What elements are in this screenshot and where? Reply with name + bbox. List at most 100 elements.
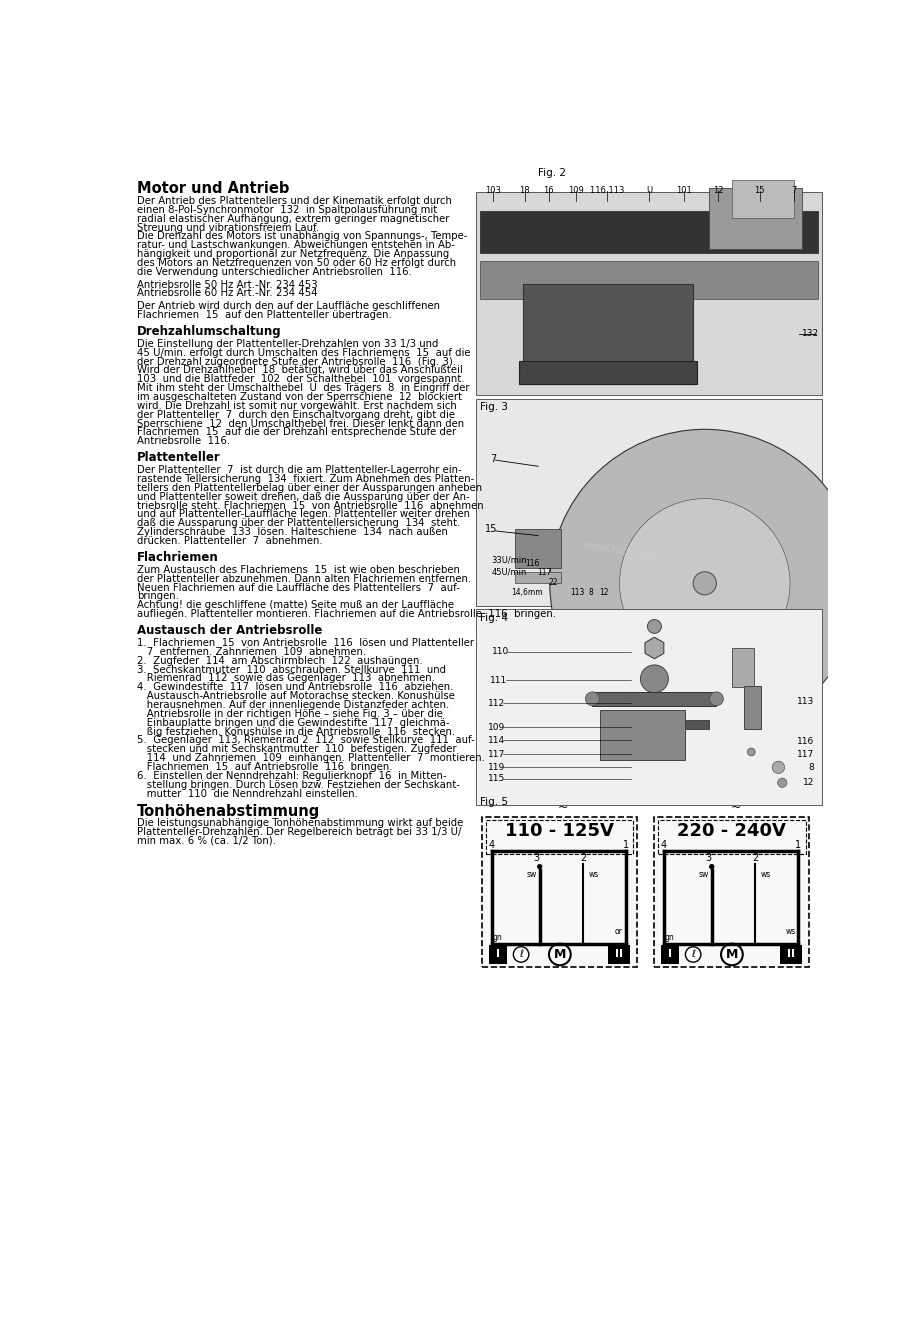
Text: 116: 116 (796, 737, 813, 747)
Text: der Plattenteller abzunehmen. Dann alten Flachriemen entfernen.: der Plattenteller abzunehmen. Dann alten… (137, 574, 471, 584)
Text: ws: ws (760, 869, 770, 878)
Text: Fig. 4: Fig. 4 (480, 613, 507, 624)
Circle shape (685, 947, 700, 962)
Text: stecken und mit Sechskantmutter  110  befestigen. Zugfeder: stecken und mit Sechskantmutter 110 befe… (137, 744, 456, 754)
Text: Antriebsrolle 60 Hz Art.-Nr. 234 454: Antriebsrolle 60 Hz Art.-Nr. 234 454 (137, 289, 317, 298)
Text: rastende Tellersicherung  134  fixiert. Zum Abnehmen des Platten-: rastende Tellersicherung 134 fixiert. Zu… (137, 474, 473, 484)
Bar (476, 193, 821, 396)
Text: min max. 6 % (ca. 1/2 Ton).: min max. 6 % (ca. 1/2 Ton). (137, 836, 276, 845)
Circle shape (709, 864, 713, 869)
Text: 110: 110 (491, 648, 508, 657)
Text: Austausch der Antriebsrolle: Austausch der Antriebsrolle (137, 624, 322, 637)
Text: 119: 119 (487, 762, 505, 772)
Text: www.radiorans.de: www.radiorans.de (581, 539, 681, 566)
Text: 3.  Sechskantmutter  110  abschrauben. Stellkurve  111  und: 3. Sechskantmutter 110 abschrauben. Stel… (137, 665, 445, 674)
Bar (743, 686, 760, 729)
Bar (482, 818, 637, 967)
Text: 12: 12 (598, 588, 608, 598)
Text: ßig festziehen. Konushülse in die Antriebsrolle  116  stecken.: ßig festziehen. Konushülse in die Antrie… (137, 727, 454, 736)
Text: ws: ws (785, 927, 795, 936)
Bar (779, 946, 800, 964)
Text: 3: 3 (705, 853, 711, 863)
Text: II: II (786, 950, 794, 959)
Text: 7: 7 (790, 186, 796, 195)
Text: 5.  Gegenlager  113, Riemenrad 2  112  sowie Stellkurve  111  auf-: 5. Gegenlager 113, Riemenrad 2 112 sowie… (137, 736, 474, 745)
Text: 1: 1 (794, 840, 800, 851)
Text: Tonhöhenabstimmung: Tonhöhenabstimmung (137, 803, 320, 819)
Text: 3: 3 (533, 853, 539, 863)
Text: tellers den Plattentellerbelag über einer der Aussparungen anheben: tellers den Plattentellerbelag über eine… (137, 483, 482, 493)
Text: hängigkeit und proportional zur Netzfrequenz. Die Anpassung: hängigkeit und proportional zur Netzfreq… (137, 249, 448, 259)
Bar (599, 720, 708, 729)
Bar (658, 819, 805, 855)
Text: Fig. 2: Fig. 2 (538, 169, 565, 178)
Text: des Motors an Netzfrequenzen von 50 oder 60 Hz erfolgt durch: des Motors an Netzfrequenzen von 50 oder… (137, 259, 455, 268)
Text: bringen.: bringen. (137, 591, 178, 601)
Text: Neuen Flachriemen auf die Lauffläche des Plattentellers  7  auf-: Neuen Flachriemen auf die Lauffläche des… (137, 583, 459, 592)
Text: herausnehmen. Auf der innenliegende Distanzfeder achten.: herausnehmen. Auf der innenliegende Dist… (137, 700, 448, 710)
Text: 220 - 240V: 220 - 240V (676, 822, 786, 840)
Text: Streuung und vibrationsfreiem Lauf.: Streuung und vibrationsfreiem Lauf. (137, 223, 319, 232)
Text: M: M (553, 948, 565, 962)
Text: Zum Austausch des Flachriemens  15  ist wie oben beschrieben: Zum Austausch des Flachriemens 15 ist wi… (137, 565, 459, 575)
Text: radial elastischer Aufhängung, extrem geringer magnetischer: radial elastischer Aufhängung, extrem ge… (137, 214, 448, 224)
Text: ℓ: ℓ (518, 948, 523, 959)
Text: 113: 113 (569, 588, 584, 598)
Text: 109: 109 (487, 723, 505, 732)
Bar (607, 946, 629, 964)
Text: ratur- und Lastschwankungen. Abweichungen entstehen in Ab-: ratur- und Lastschwankungen. Abweichunge… (137, 240, 454, 251)
Text: 12: 12 (712, 186, 722, 195)
Text: 103: 103 (485, 186, 501, 195)
Circle shape (584, 692, 598, 706)
Text: Zylinderschraube  133  lösen. Halteschiene  134  nach außen: Zylinderschraube 133 lösen. Halteschiene… (137, 528, 447, 537)
Bar (515, 529, 561, 568)
Text: ws: ws (588, 869, 598, 878)
Text: Fig. 3: Fig. 3 (480, 402, 507, 413)
Bar (486, 819, 633, 855)
Bar (660, 946, 678, 964)
Bar (480, 261, 817, 299)
Text: 117: 117 (796, 749, 813, 758)
Text: Wird der Drehzahlhebel  18  betätigt, wird über das Anschlußteil: Wird der Drehzahlhebel 18 betätigt, wird… (137, 365, 462, 376)
Text: Der Antrieb wird durch den auf der Lauffläche geschliffenen: Der Antrieb wird durch den auf der Lauff… (137, 301, 439, 311)
Text: der Plattenteller  7  durch den Einschaltvorgang dreht, gibt die: der Plattenteller 7 durch den Einschaltv… (137, 410, 454, 419)
Circle shape (618, 499, 789, 667)
Text: Sperrschiene  12  den Umschalthebel frei. Dieser lenkt dann den: Sperrschiene 12 den Umschalthebel frei. … (137, 418, 463, 429)
Text: Flachriemen: Flachriemen (137, 551, 218, 565)
Text: Plattenteller: Plattenteller (137, 451, 221, 464)
Text: ~: ~ (730, 801, 740, 814)
Text: gn: gn (493, 933, 502, 942)
Text: Drehzahlumschaltung: Drehzahlumschaltung (137, 324, 281, 338)
Text: 16: 16 (543, 186, 553, 195)
Text: 18: 18 (518, 186, 529, 195)
Text: 103  und die Blattfeder  102  der Schalthebel  101  vorgespannt.: 103 und die Blattfeder 102 der Schaltheb… (137, 375, 464, 384)
Text: 116 113: 116 113 (590, 186, 624, 195)
Text: 112: 112 (487, 699, 505, 708)
Text: Der Plattenteller  7  ist durch die am Plattenteller-Lagerrohr ein-: Der Plattenteller 7 ist durch die am Pla… (137, 466, 460, 475)
Text: sw: sw (527, 869, 537, 878)
Text: 22: 22 (549, 578, 558, 587)
Text: 45U/min: 45U/min (491, 567, 527, 576)
Text: I: I (667, 950, 671, 959)
Text: Einbauplatte bringen und die Gewindestifte  117  gleichmä-: Einbauplatte bringen und die Gewindestif… (137, 718, 448, 728)
Text: Austausch-Antriebsrolle auf Motorachse stecken. Konushülse: Austausch-Antriebsrolle auf Motorachse s… (137, 691, 454, 702)
Text: 4: 4 (488, 840, 494, 851)
Text: 8: 8 (808, 762, 813, 772)
Bar (476, 398, 821, 607)
Text: Flachriemen  15  auf Antriebsrolle  116  bringen.: Flachriemen 15 auf Antriebsrolle 116 bri… (137, 762, 391, 772)
Bar (708, 187, 800, 249)
Text: Riemenrad  112  sowie das Gegenlager  113  abnehmen.: Riemenrad 112 sowie das Gegenlager 113 a… (137, 674, 434, 683)
Text: 15: 15 (754, 186, 764, 195)
Text: Die Einstellung der Plattenteller-Drehzahlen von 33 1/3 und: Die Einstellung der Plattenteller-Drehza… (137, 339, 437, 348)
Bar (732, 648, 753, 686)
Text: U: U (645, 186, 652, 195)
Circle shape (709, 692, 722, 706)
Text: 7  entfernen. Zahnriemen  109  abnehmen.: 7 entfernen. Zahnriemen 109 abnehmen. (137, 646, 366, 657)
Text: Plattenteller-Drehzahlen. Der Regelbereich beträgt bei 33 1/3 U/: Plattenteller-Drehzahlen. Der Regelberei… (137, 827, 460, 838)
Text: 101: 101 (675, 186, 691, 195)
Text: im ausgeschalteten Zustand von der Sperrschiene  12  blockiert: im ausgeschalteten Zustand von der Sperr… (137, 392, 461, 402)
Text: 6.  Einstellen der Nenndrehzahl: Regulierknopf  16  in Mitten-: 6. Einstellen der Nenndrehzahl: Regulier… (137, 770, 446, 781)
Text: Mit ihm steht der Umschalthebel  U  des Trägers  8  in Eingriff der: Mit ihm steht der Umschalthebel U des Tr… (137, 383, 469, 393)
Bar (480, 211, 817, 253)
Text: 117: 117 (487, 749, 505, 758)
